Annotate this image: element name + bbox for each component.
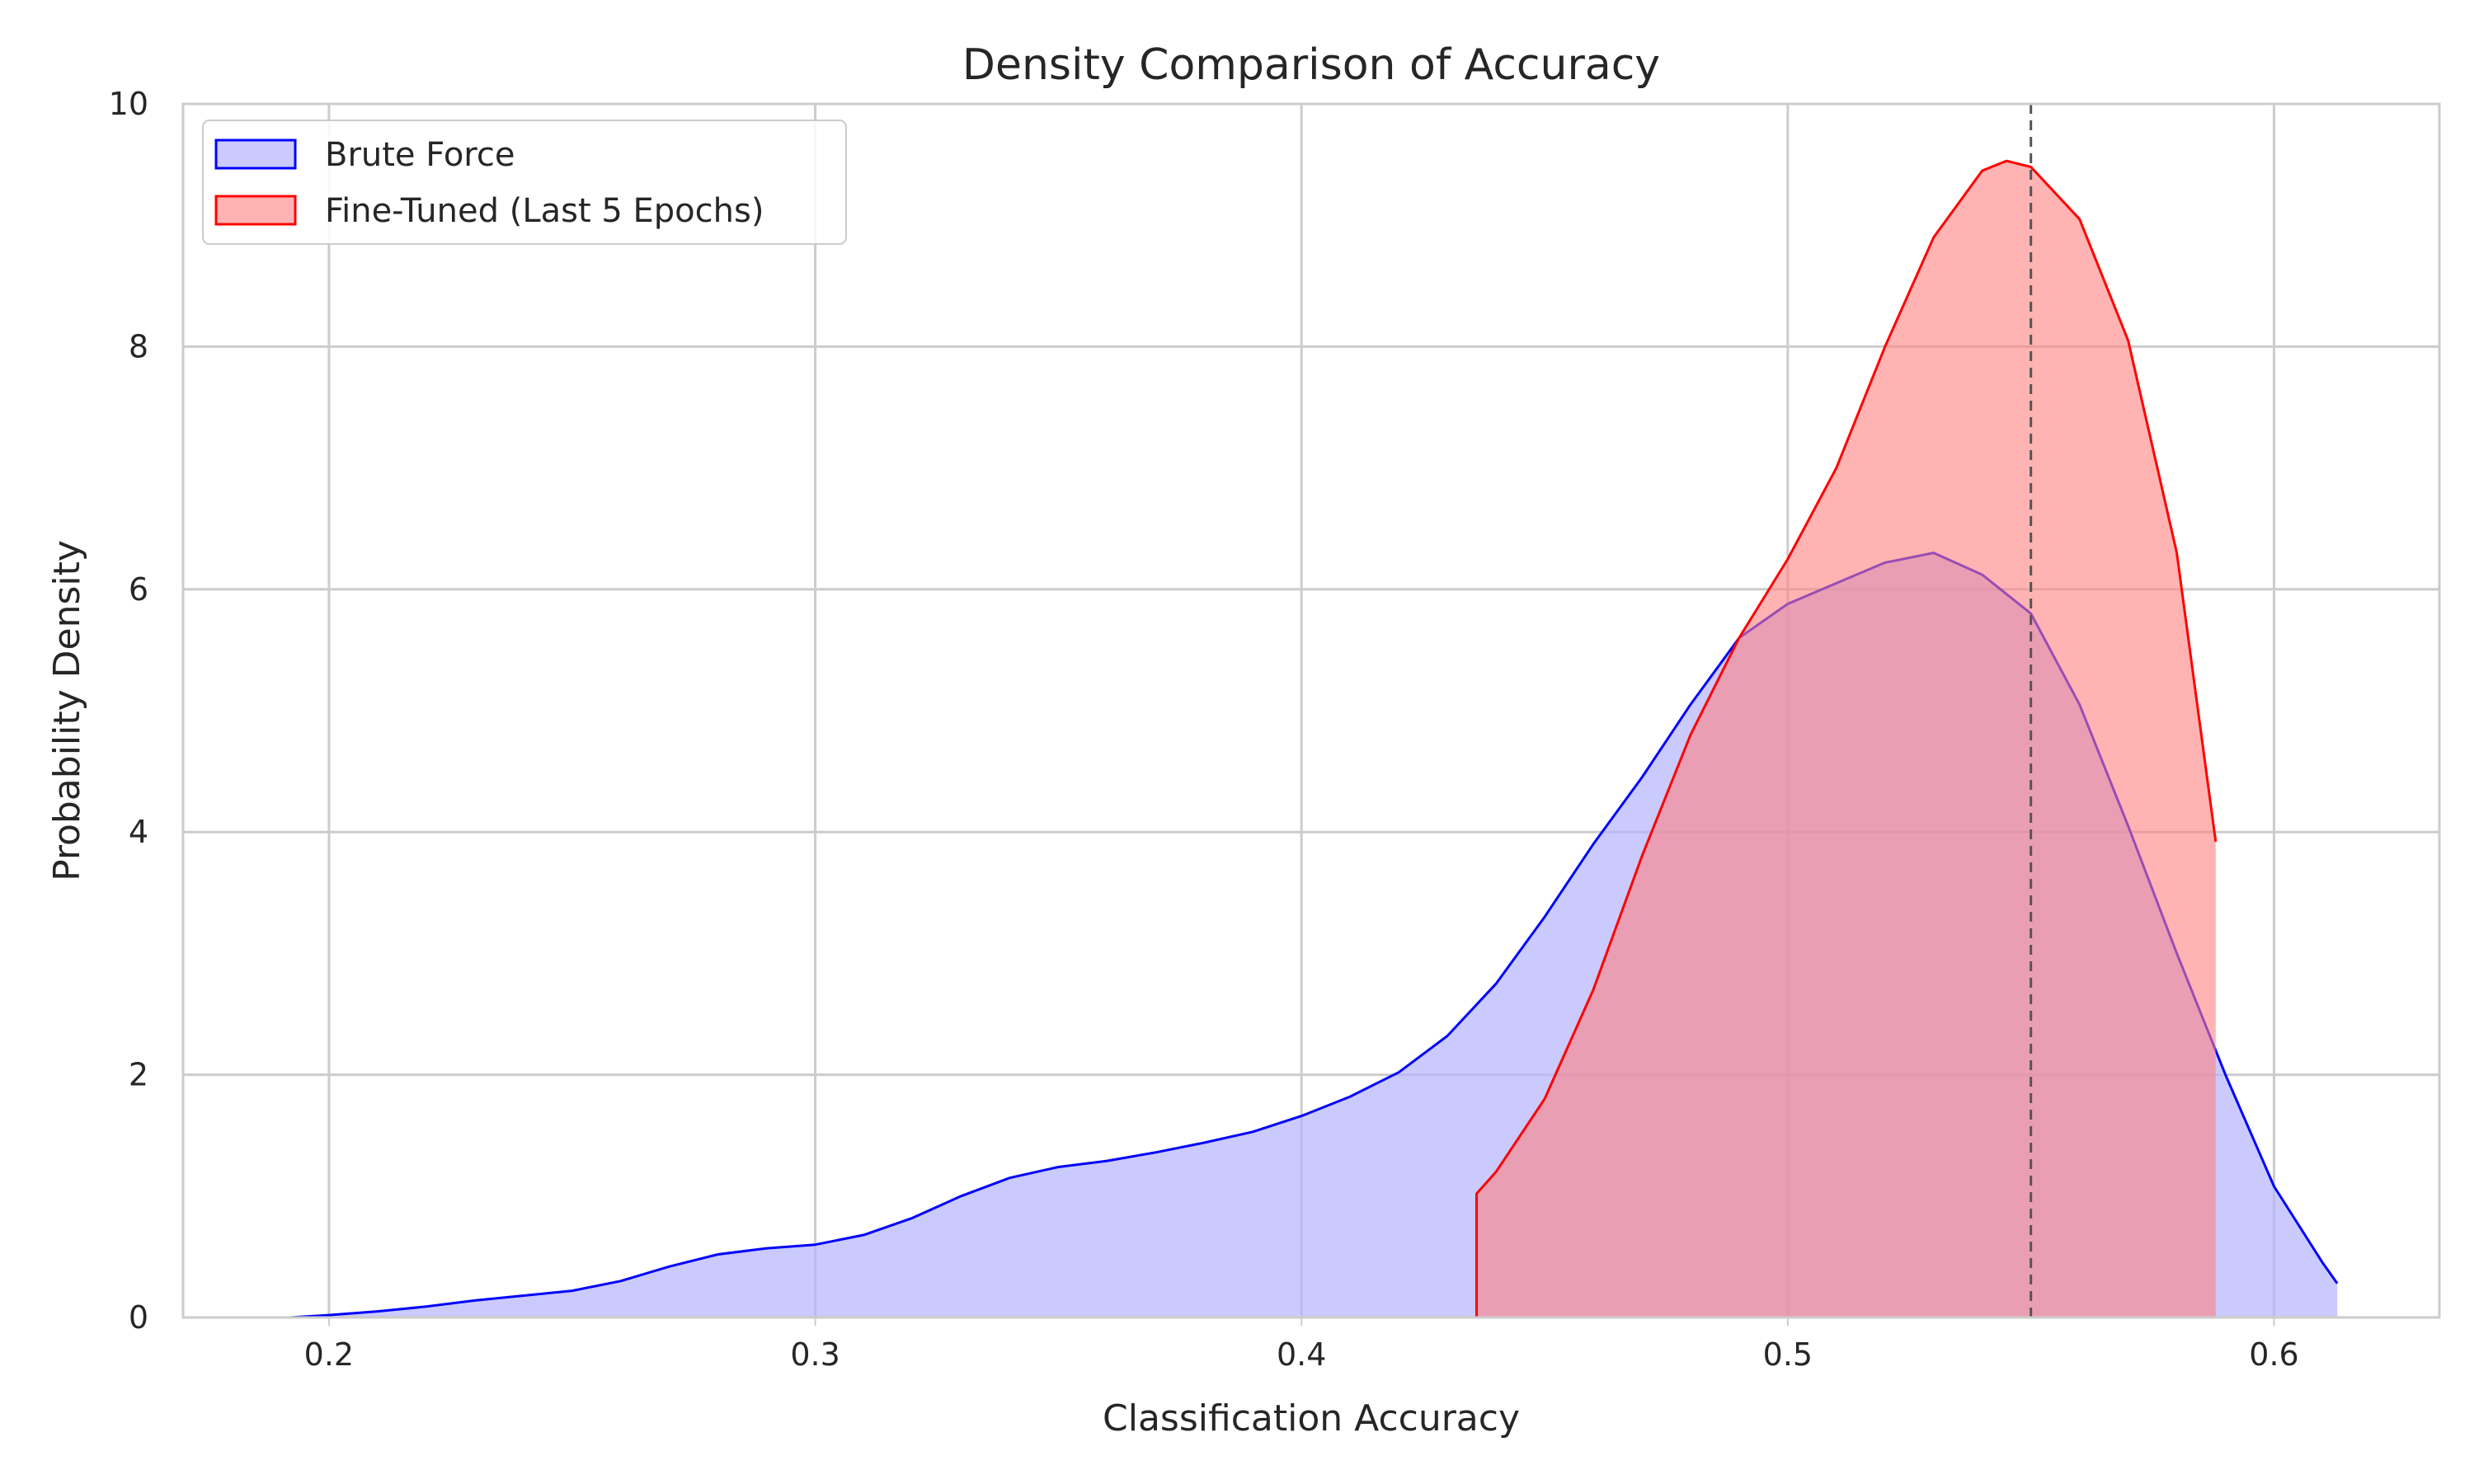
y-axis-ticks: 0 2 4 6 8 10 [109,86,148,1336]
y-tick-label: 8 [129,328,148,364]
y-tick-label: 10 [109,86,148,122]
plot-frame [181,102,2441,1319]
series-line-fine-tuned [1475,159,2218,1317]
y-axis-label: Probability Density [46,540,88,881]
y-tick-label: 0 [129,1299,148,1336]
x-tick-label: 0.3 [790,1336,840,1373]
legend-label-fine-tuned: Fine-Tuned (Last 5 Epochs) [325,192,764,230]
legend-swatch-brute-force [214,139,297,170]
x-tick-label: 0.4 [1277,1336,1326,1373]
legend-swatch-fine-tuned [214,195,297,226]
x-tick-label: 0.2 [304,1336,354,1373]
x-tick-label: 0.6 [2249,1336,2298,1373]
x-axis-ticks: 0.2 0.3 0.4 0.5 0.6 [304,1317,2299,1373]
y-tick-label: 4 [129,814,148,850]
x-tick-label: 0.5 [1763,1336,1813,1373]
legend-frame [202,120,847,245]
y-tick-label: 2 [129,1057,148,1093]
y-tick-label: 6 [129,571,148,608]
legend: Brute Force Fine-Tuned (Last 5 Epochs) [202,120,847,245]
legend-label-brute-force: Brute Force [325,136,515,174]
x-axis-label: Classification Accuracy [1103,1397,1520,1439]
chart-title: Density Comparison of Accuracy [962,40,1660,90]
